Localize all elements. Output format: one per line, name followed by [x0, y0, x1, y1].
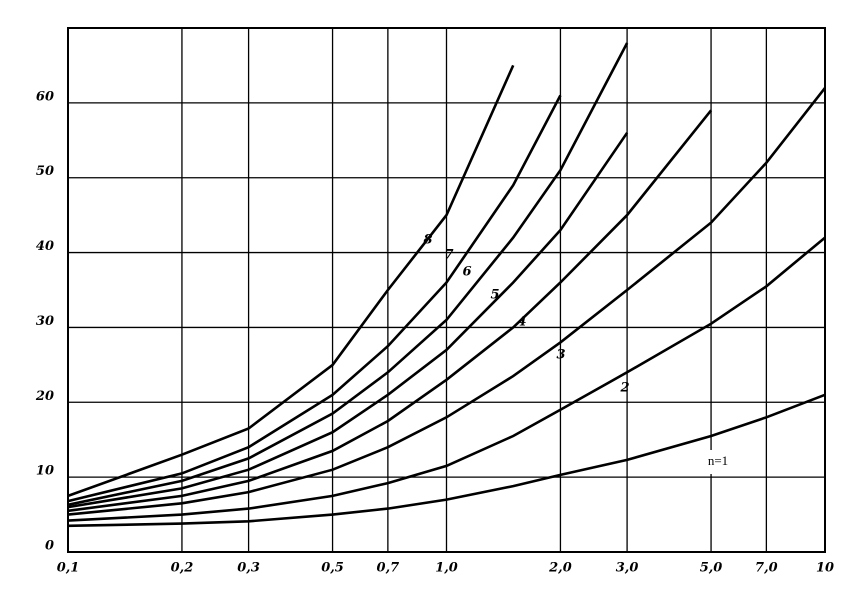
curve	[67, 94, 562, 503]
x-tick-label: 10	[816, 561, 834, 576]
curve-label: 4	[517, 315, 526, 330]
x-tick-label: 0,3	[237, 561, 260, 576]
curve	[67, 87, 827, 516]
x-tick-label: 1,0	[435, 561, 458, 576]
y-tick-label: 0	[45, 539, 54, 554]
curve-label: n=1	[708, 453, 728, 468]
curve	[67, 393, 826, 528]
x-tick-label: 0,1	[57, 561, 80, 576]
curve-label: 3	[556, 348, 565, 363]
curve	[67, 109, 713, 513]
y-tick-label: 20	[35, 389, 54, 404]
curve-label: 7	[444, 248, 453, 263]
y-tick-label: 30	[36, 314, 54, 329]
curve	[67, 64, 515, 498]
curve	[67, 42, 629, 507]
curve	[67, 236, 826, 522]
x-tick-label: 3,0	[616, 561, 639, 576]
y-tick-label: 10	[36, 464, 54, 479]
curve-label: 6	[462, 265, 471, 280]
label-box	[690, 450, 746, 474]
curve-label: 5	[490, 288, 499, 303]
x-tick-label: 2,0	[548, 561, 572, 576]
curve-label: 8	[423, 233, 432, 248]
x-tick-label: 7,0	[755, 561, 778, 576]
y-tick-label: 50	[36, 164, 54, 179]
x-tick-label: 0,7	[377, 561, 400, 576]
y-tick-label: 40	[36, 239, 54, 254]
y-tick-label: 60	[36, 89, 54, 104]
x-tick-label: 0,5	[321, 561, 344, 576]
x-tick-label: 5,0	[700, 561, 723, 576]
curve-label: 2	[619, 381, 629, 396]
x-tick-label: 0,2	[171, 561, 194, 576]
plot-frame	[67, 27, 826, 553]
curve	[67, 132, 629, 509]
